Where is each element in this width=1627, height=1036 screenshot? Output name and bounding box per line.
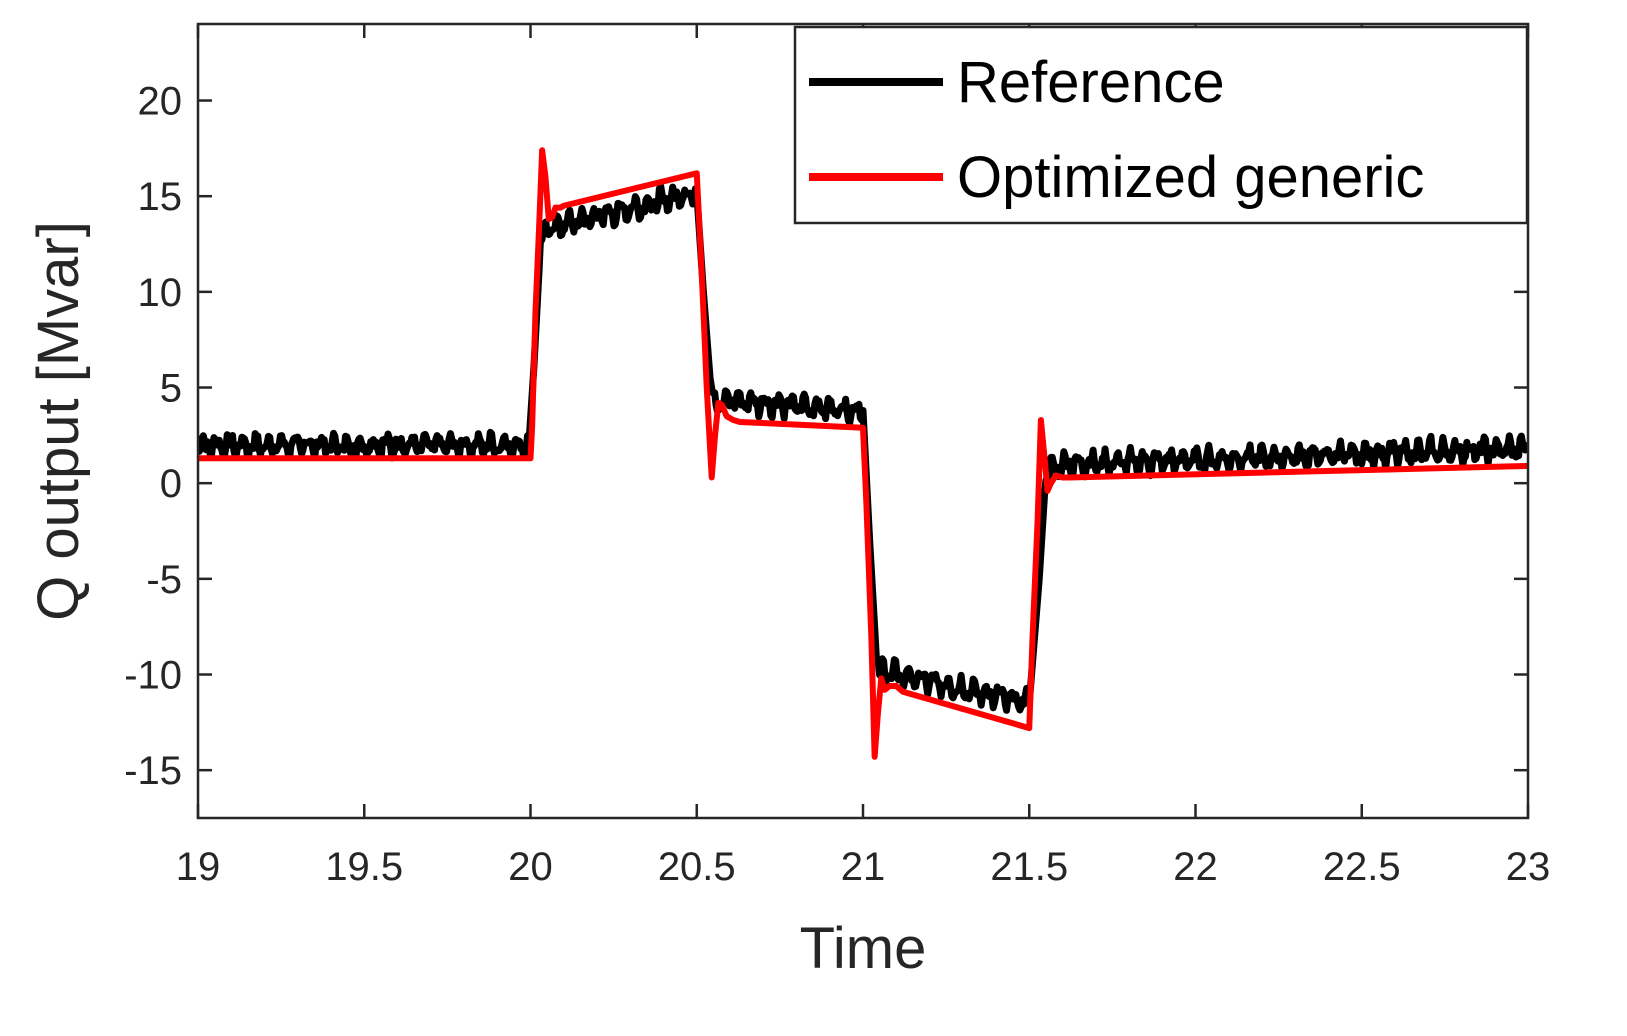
x-tick-label: 22.5: [1323, 845, 1401, 889]
y-tick-label: 10: [138, 271, 183, 315]
x-tick-label: 21: [841, 845, 886, 889]
y-tick-label: -10: [124, 654, 182, 698]
x-tick-label: 23: [1506, 845, 1551, 889]
legend-box: [793, 25, 1529, 225]
x-axis-label: Time: [800, 916, 927, 981]
x-tick-label: 20: [508, 845, 553, 889]
y-tick-label: 20: [138, 80, 183, 124]
legend-label-optimized-generic: Optimized generic: [957, 145, 1424, 210]
y-tick-label: 15: [138, 175, 183, 219]
x-tick-label: 19.5: [325, 845, 403, 889]
series-line-reference: [198, 182, 1528, 714]
y-tick-label: 0: [160, 462, 182, 506]
x-tick-label: 19: [176, 845, 221, 889]
y-tick-label: 5: [160, 367, 182, 411]
x-tick-label: 21.5: [990, 845, 1068, 889]
legend-label-reference: Reference: [957, 50, 1225, 115]
x-tick-label: 20.5: [658, 845, 736, 889]
y-tick-label: -5: [146, 558, 182, 602]
y-tick-label: -15: [124, 749, 182, 793]
series-layer: [198, 147, 1528, 760]
legend: Reference Optimized generic: [793, 25, 1529, 225]
x-tick-label: 22: [1173, 845, 1218, 889]
axes-layer: 19 19.5 20 20.5 21 21.5 22 22.5 23 -15 -10 -5 0 5 10 15…: [124, 22, 1551, 889]
y-axis-label: Q output [Mvar]: [26, 221, 91, 621]
series-line-optimized-generic: [198, 147, 1528, 760]
